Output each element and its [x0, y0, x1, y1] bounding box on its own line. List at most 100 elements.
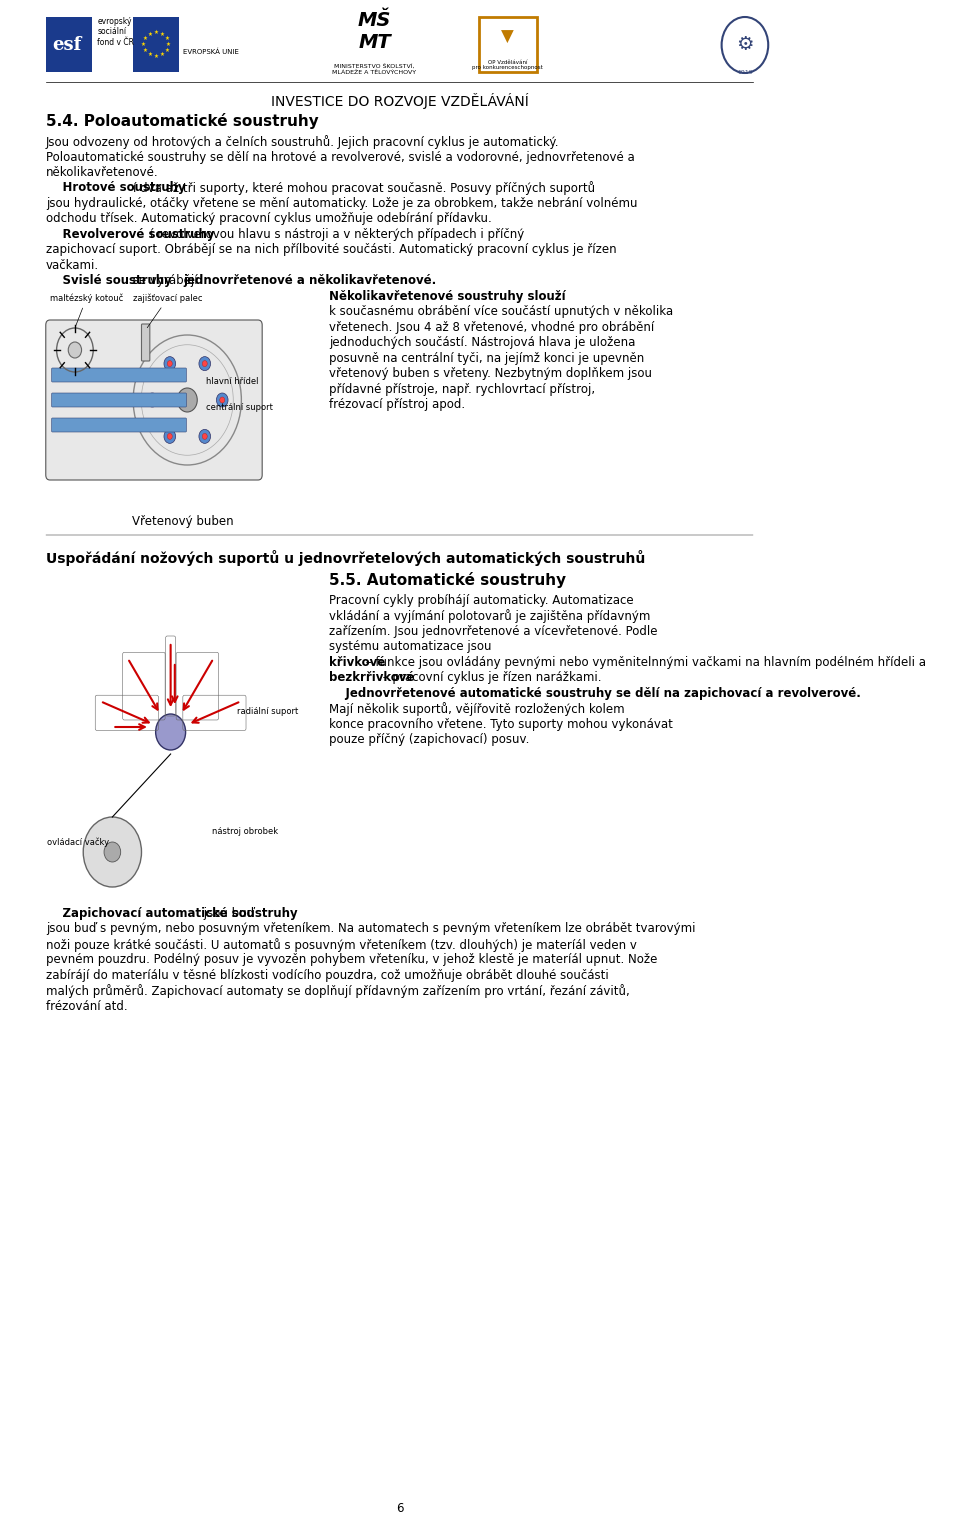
Text: MINISTERSTVO ŠKOLSTVÍ,
MLÁDEŽE A TĚLOVÝCHOVY: MINISTERSTVO ŠKOLSTVÍ, MLÁDEŽE A TĚLOVÝC…: [332, 64, 417, 75]
Text: vačkami.: vačkami.: [46, 259, 99, 273]
Text: zajišťovací palec: zajišťovací palec: [133, 294, 203, 327]
Text: se vyrábějí: se vyrábějí: [130, 274, 202, 288]
Text: bezkrřivkové: bezkrřivkové: [328, 672, 414, 684]
Text: ★: ★: [141, 43, 146, 47]
FancyBboxPatch shape: [52, 393, 186, 407]
Circle shape: [199, 356, 210, 370]
Text: přídavné přístroje, např. rychlovrtací přístroj,: přídavné přístroje, např. rychlovrtací p…: [328, 382, 595, 396]
Text: Vřetenový buben: Vřetenový buben: [132, 515, 234, 528]
Text: vkládání a vyjímání polotovarů je zajištěna přídavným: vkládání a vyjímání polotovarů je zajišt…: [328, 609, 650, 623]
Text: ★: ★: [154, 30, 158, 35]
Text: k současnému obrábění více součástí upnutých v několika: k současnému obrábění více součástí upnu…: [328, 306, 673, 318]
Text: jsou hydraulické, otáčky vřetene se mění automaticky. Lože je za obrobkem, takže: jsou hydraulické, otáčky vřetene se mění…: [46, 196, 637, 210]
Text: ★: ★: [164, 37, 169, 41]
Text: Svislé soustruhy: Svislé soustruhy: [46, 274, 172, 288]
Text: esf: esf: [53, 37, 82, 53]
Circle shape: [156, 714, 185, 749]
Text: křivkové: křivkové: [328, 656, 385, 669]
Text: INVESTICE DO ROZVOJE VZDĚLÁVÁNÍ: INVESTICE DO ROZVOJE VZDĚLÁVÁNÍ: [271, 93, 528, 110]
Text: několikavřetenové.: několikavřetenové.: [46, 166, 158, 180]
Circle shape: [104, 842, 121, 862]
Text: 5.4. Poloautomatické soustruhy: 5.4. Poloautomatické soustruhy: [46, 113, 319, 129]
Circle shape: [164, 356, 176, 370]
Text: Hrotové soustruhy: Hrotové soustruhy: [46, 181, 185, 195]
Circle shape: [150, 398, 155, 404]
Text: ★: ★: [143, 37, 148, 41]
Text: jsou buď s pevným, nebo posuvným vřeteníkem. Na automatech s pevným vřeteníkem l: jsou buď s pevným, nebo posuvným vřetení…: [46, 923, 695, 935]
FancyBboxPatch shape: [46, 320, 262, 480]
Text: í dva až tři suporty, které mohou pracovat současně. Posuvy příčných suportů: í dva až tři suporty, které mohou pracov…: [133, 181, 595, 195]
Text: hlavní hřídel: hlavní hřídel: [205, 378, 258, 387]
Text: Jsou odvozeny od hrotových a čelních soustruhů. Jejich pracovní cyklus je automa: Jsou odvozeny od hrotových a čelních sou…: [46, 136, 560, 149]
Text: EVROPSKÁ UNIE: EVROPSKÁ UNIE: [183, 49, 239, 55]
Circle shape: [203, 434, 207, 439]
Text: – funkce jsou ovládány pevnými nebo vyměnitelnnými vačkami na hlavním podélném h: – funkce jsou ovládány pevnými nebo vymě…: [362, 656, 930, 669]
Text: noži pouze krátké součásti. U automatů s posuvným vřeteníkem (tzv. dlouhých) je : noži pouze krátké součásti. U automatů s…: [46, 938, 636, 952]
Text: ★: ★: [148, 52, 153, 58]
Text: evropský
sociální
fond v ČR: evropský sociální fond v ČR: [97, 17, 134, 47]
FancyBboxPatch shape: [52, 417, 186, 433]
Circle shape: [68, 343, 82, 358]
Text: vřetenový buben s vřeteny. Nezbytným doplňkem jsou: vřetenový buben s vřeteny. Nezbytným dop…: [328, 367, 652, 381]
Text: ★: ★: [160, 52, 165, 58]
Text: Pracovní cykly probíhájí automaticky. Automatizace: Pracovní cykly probíhájí automaticky. Au…: [328, 594, 634, 608]
Text: frézování atd.: frézování atd.: [46, 1001, 128, 1013]
Text: systému automatizace jsou: systému automatizace jsou: [328, 641, 495, 653]
Text: radiální suport: radiální suport: [237, 708, 299, 716]
Text: malých průměrů. Zapichovací automaty se doplňují přídavným zařízením pro vrtání,: malých průměrů. Zapichovací automaty se …: [46, 984, 630, 999]
Text: ★: ★: [148, 32, 153, 37]
Text: OP Vzdělávání
pro konkurenceschopnost: OP Vzdělávání pro konkurenceschopnost: [472, 59, 543, 70]
Text: ovládací vačky: ovládací vačky: [47, 838, 109, 847]
Text: jednoduchých součástí. Nástrojová hlava je uložena: jednoduchých součástí. Nástrojová hlava …: [328, 337, 636, 349]
Circle shape: [220, 398, 225, 404]
Circle shape: [216, 393, 228, 407]
Text: pouze příčný (zapichovací) posuv.: pouze příčný (zapichovací) posuv.: [328, 734, 529, 746]
Text: ▼: ▼: [501, 27, 515, 46]
Text: MŠ
MT: MŠ MT: [358, 12, 392, 52]
Text: Mají několik suportů, vějířovitě rozložených kolem: Mají několik suportů, vějířovitě rozlože…: [328, 702, 624, 716]
Circle shape: [164, 429, 176, 443]
Text: 6: 6: [396, 1502, 403, 1514]
FancyBboxPatch shape: [133, 17, 179, 72]
Text: ★: ★: [160, 32, 165, 37]
Text: centrální suport: centrální suport: [205, 404, 273, 413]
FancyBboxPatch shape: [52, 369, 186, 382]
Circle shape: [203, 361, 207, 367]
Text: ★: ★: [154, 53, 158, 59]
Text: posuvně na centrální tyči, na jejímž konci je upevněn: posuvně na centrální tyči, na jejímž kon…: [328, 352, 644, 366]
Circle shape: [199, 429, 210, 443]
Text: ★: ★: [166, 43, 171, 47]
Text: konce pracovního vřetene. Tyto suporty mohou vykonávat: konce pracovního vřetene. Tyto suporty m…: [328, 717, 673, 731]
Text: zapichovací suport. Obrábějí se na nich přílbovité součásti. Automatický pracovn: zapichovací suport. Obrábějí se na nich …: [46, 244, 616, 256]
Text: Revolverové soustruhy: Revolverové soustruhy: [46, 228, 214, 241]
Text: ⚙: ⚙: [736, 35, 754, 55]
Circle shape: [84, 816, 141, 886]
Text: nástroj obrobek: nástroj obrobek: [212, 827, 278, 836]
Text: – pracovní cyklus je řízen narážkami.: – pracovní cyklus je řízen narážkami.: [379, 672, 601, 684]
Text: Zapichovací automatické soustruhy: Zapichovací automatické soustruhy: [46, 908, 298, 920]
Text: jednovrřetenové a několikavřetenové.: jednovrřetenové a několikavřetenové.: [183, 274, 437, 288]
Text: vřetenech. Jsou 4 až 8 vřetenové, vhodné pro obrábění: vřetenech. Jsou 4 až 8 vřetenové, vhodné…: [328, 321, 654, 334]
Circle shape: [178, 388, 197, 413]
Text: í revolverovou hlavu s nástroji a v některých případech i příčný: í revolverovou hlavu s nástroji a v někt…: [150, 228, 524, 241]
Text: jsou buď: jsou buď: [201, 908, 254, 920]
Circle shape: [167, 434, 172, 439]
Circle shape: [147, 393, 158, 407]
Text: 1919: 1919: [737, 70, 753, 75]
Text: Několikavřetenové soustruhy slouží: Několikavřetenové soustruhy slouží: [328, 289, 565, 303]
Text: frézovací přístroj apod.: frézovací přístroj apod.: [328, 399, 465, 411]
Text: ★: ★: [164, 49, 169, 53]
Text: odchodu třísek. Automatický pracovní cyklus umožňuje odebírání přídavku.: odchodu třísek. Automatický pracovní cyk…: [46, 213, 492, 225]
Text: zabírájí do materíálu v těsné blízkosti vodícího pouzdra, což umožňuje obrábět d: zabírájí do materíálu v těsné blízkosti …: [46, 969, 609, 982]
Text: maltézský kotouč: maltézský kotouč: [50, 294, 123, 326]
Text: ★: ★: [143, 49, 148, 53]
Text: zařízením. Jsou jednovrřetenové a vícevřetenové. Podle: zařízením. Jsou jednovrřetenové a vícevř…: [328, 624, 658, 638]
Text: Uspořádání nožových suportů u jednovrřetelových automatických soustruhů: Uspořádání nožových suportů u jednovrřet…: [46, 550, 645, 567]
FancyBboxPatch shape: [46, 17, 91, 72]
Text: Jednovrřetenové automatické soustruhy se dělí na zapichovací a revolverové.: Jednovrřetenové automatické soustruhy se…: [328, 687, 861, 701]
FancyBboxPatch shape: [141, 324, 150, 361]
Text: 5.5. Automatické soustruhy: 5.5. Automatické soustruhy: [328, 573, 565, 588]
Text: Poloautomatické soustruhy se dělí na hrotové a revolverové, svislé a vodorovné, : Poloautomatické soustruhy se dělí na hro…: [46, 151, 635, 163]
Text: pevném pouzdru. Podélný posuv je vyvozěn pohybem vřeteníku, v jehož klestě je ma: pevném pouzdru. Podélný posuv je vyvozěn…: [46, 953, 658, 967]
Circle shape: [167, 361, 172, 367]
